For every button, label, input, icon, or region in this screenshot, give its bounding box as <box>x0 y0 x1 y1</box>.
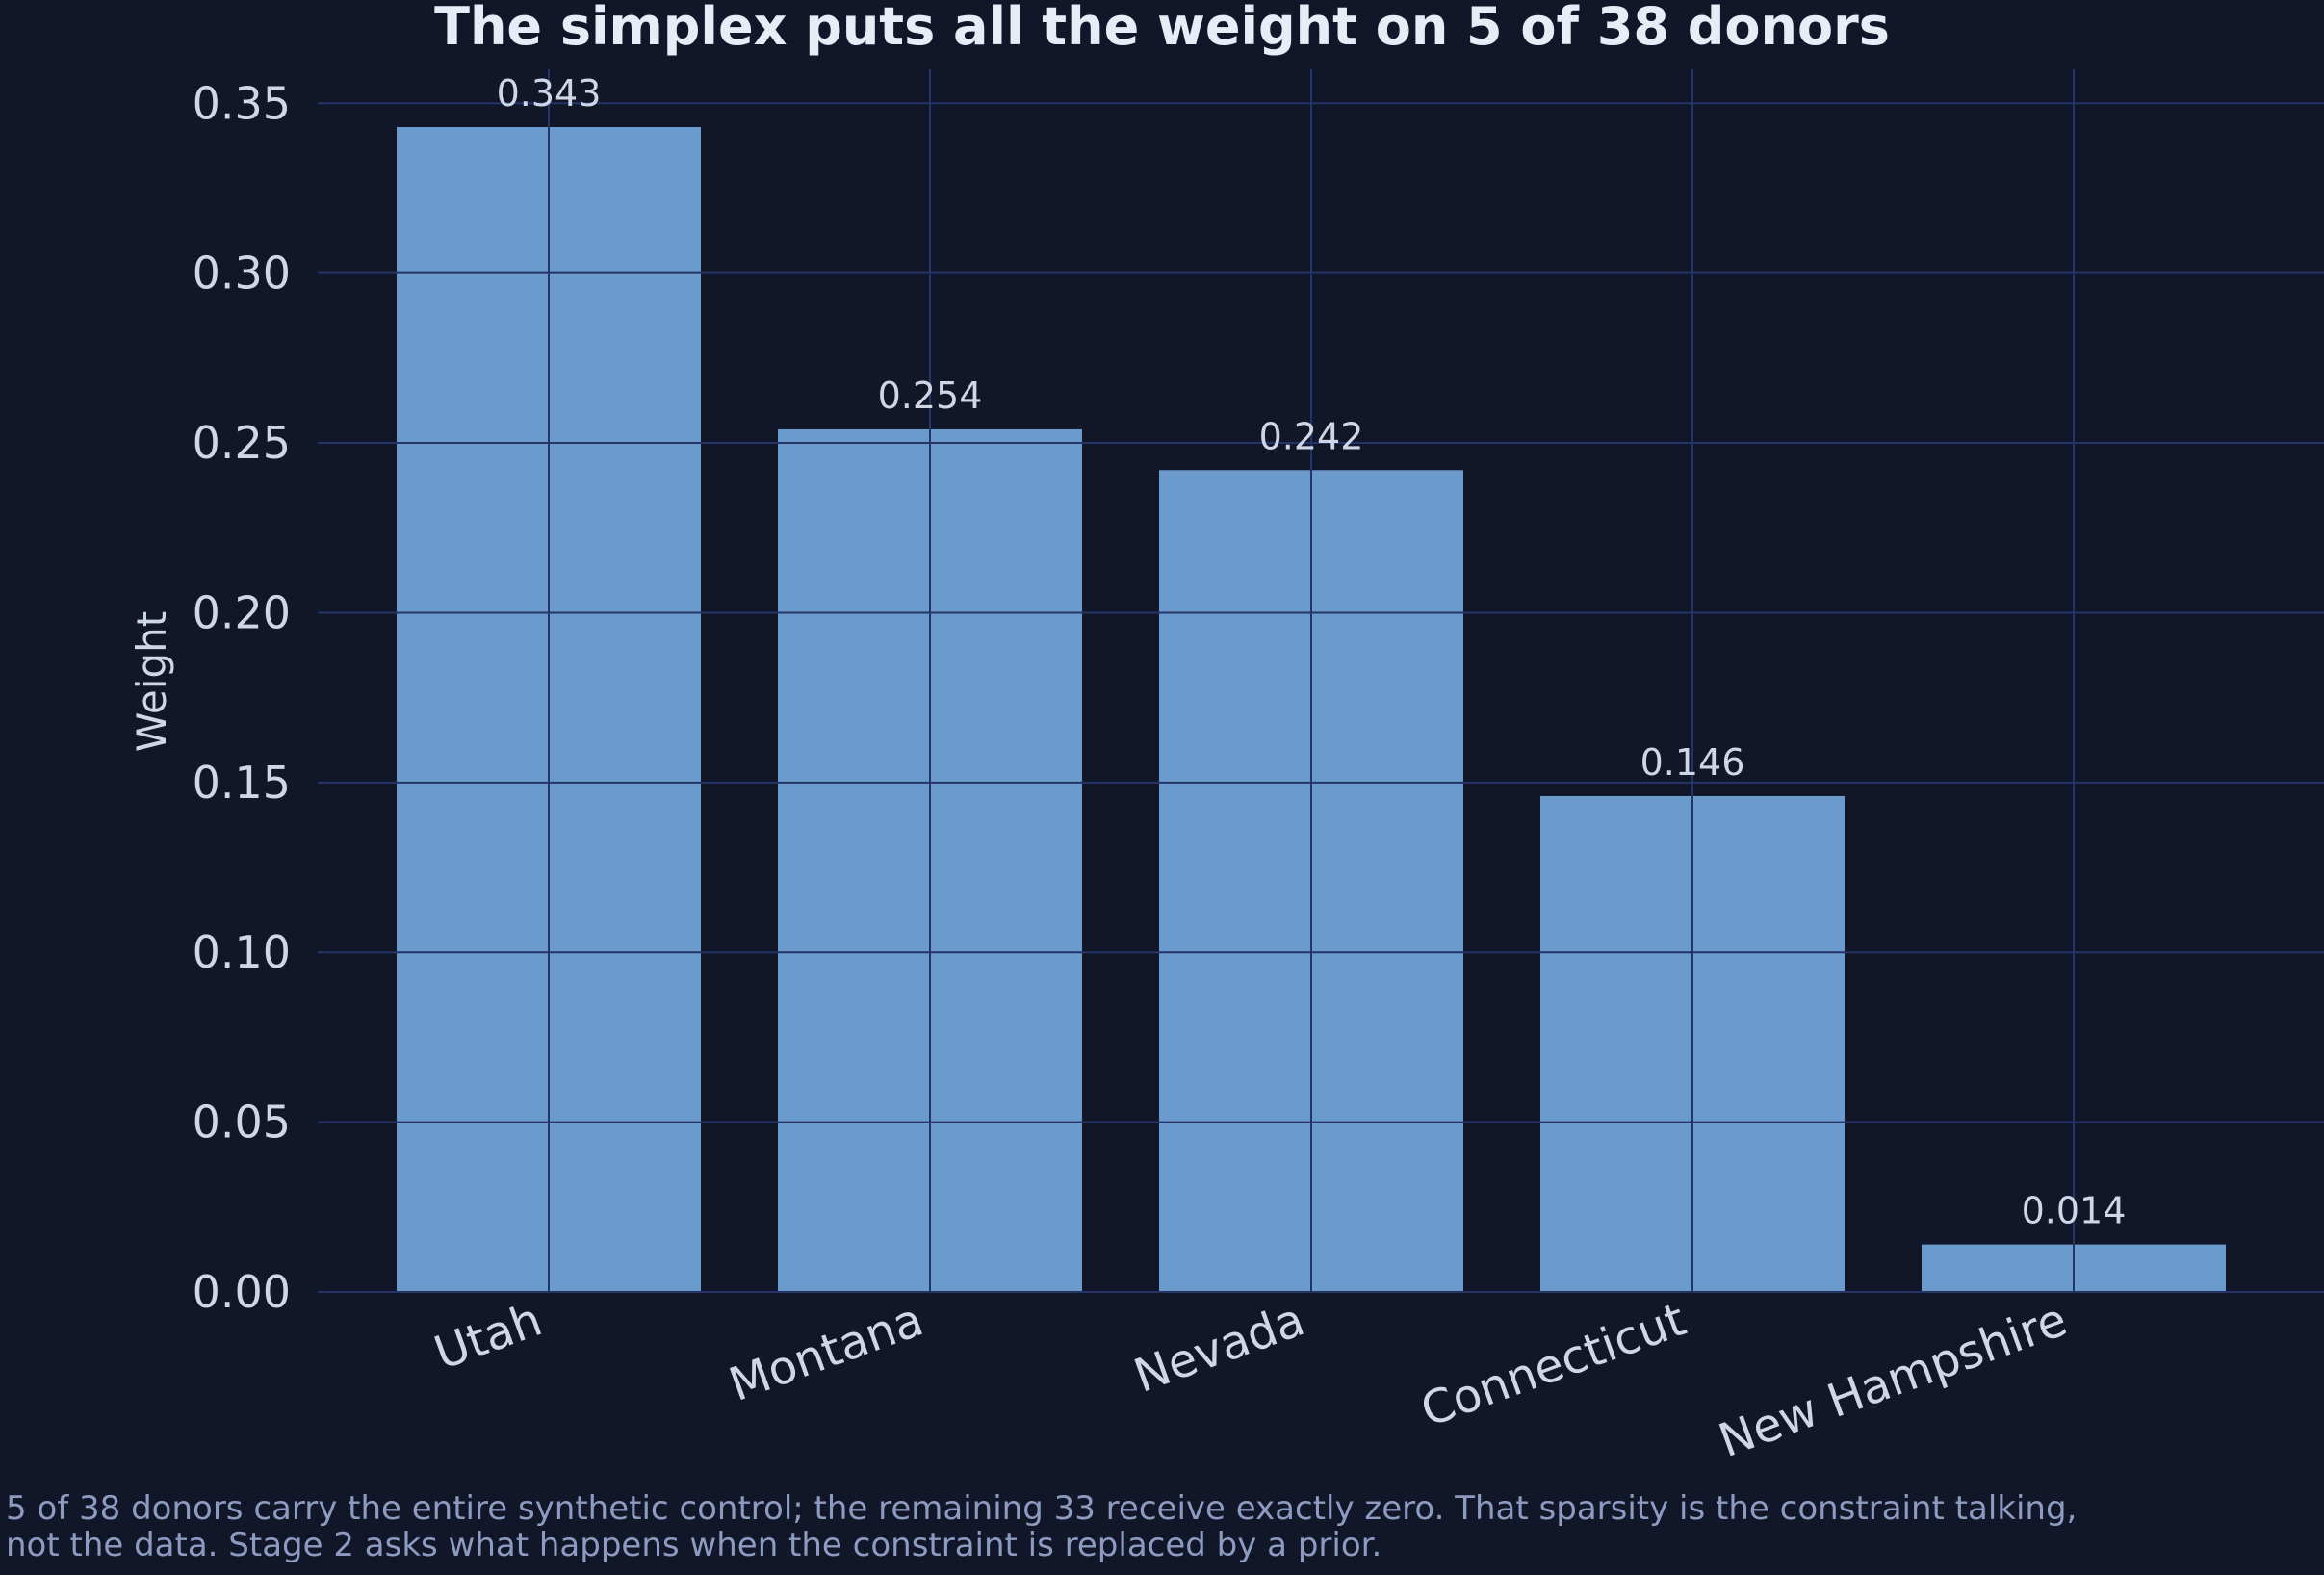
y-tick-label: 0.10 <box>193 926 291 978</box>
value-label: 0.242 <box>1259 415 1364 457</box>
x-tick-label: Montana <box>722 1293 930 1412</box>
y-tick-label: 0.05 <box>193 1097 291 1149</box>
y-tick-label: 0.00 <box>193 1266 291 1318</box>
value-label: 0.146 <box>1640 741 1745 784</box>
y-tick-label: 0.15 <box>193 757 291 809</box>
y-tick-label: 0.35 <box>193 77 291 129</box>
value-label: 0.014 <box>2022 1190 2127 1232</box>
x-tick-label: New Hampshire <box>1712 1293 2074 1468</box>
grid-lines <box>318 69 2324 1293</box>
caption: 5 of 38 donors carry the entire syntheti… <box>6 1490 2316 1563</box>
y-tick-label: 0.20 <box>193 586 291 638</box>
x-tick-label: Utah <box>427 1293 549 1381</box>
chart-title: The simplex puts all the weight on 5 of … <box>434 0 1890 57</box>
caption-line-1: 5 of 38 donors carry the entire syntheti… <box>6 1489 2078 1528</box>
y-tick-labels: 0.00 0.05 0.10 0.15 0.20 0.25 0.30 0.35 <box>193 77 291 1318</box>
y-tick-label: 0.30 <box>193 247 291 299</box>
y-axis-label: Weight <box>128 611 175 752</box>
value-labels: 0.343 0.254 0.242 0.146 0.014 <box>497 72 2127 1232</box>
x-tick-label: Connecticut <box>1414 1293 1692 1438</box>
value-label: 0.343 <box>497 72 602 115</box>
y-tick-label: 0.25 <box>193 417 291 469</box>
value-label: 0.254 <box>878 374 983 417</box>
x-tick-labels: Utah Montana Nevada Connecticut New Hampshir… <box>427 1293 2074 1468</box>
x-tick-label: Nevada <box>1127 1293 1311 1404</box>
caption-line-2: not the data. Stage 2 asks what happens … <box>6 1526 1382 1564</box>
